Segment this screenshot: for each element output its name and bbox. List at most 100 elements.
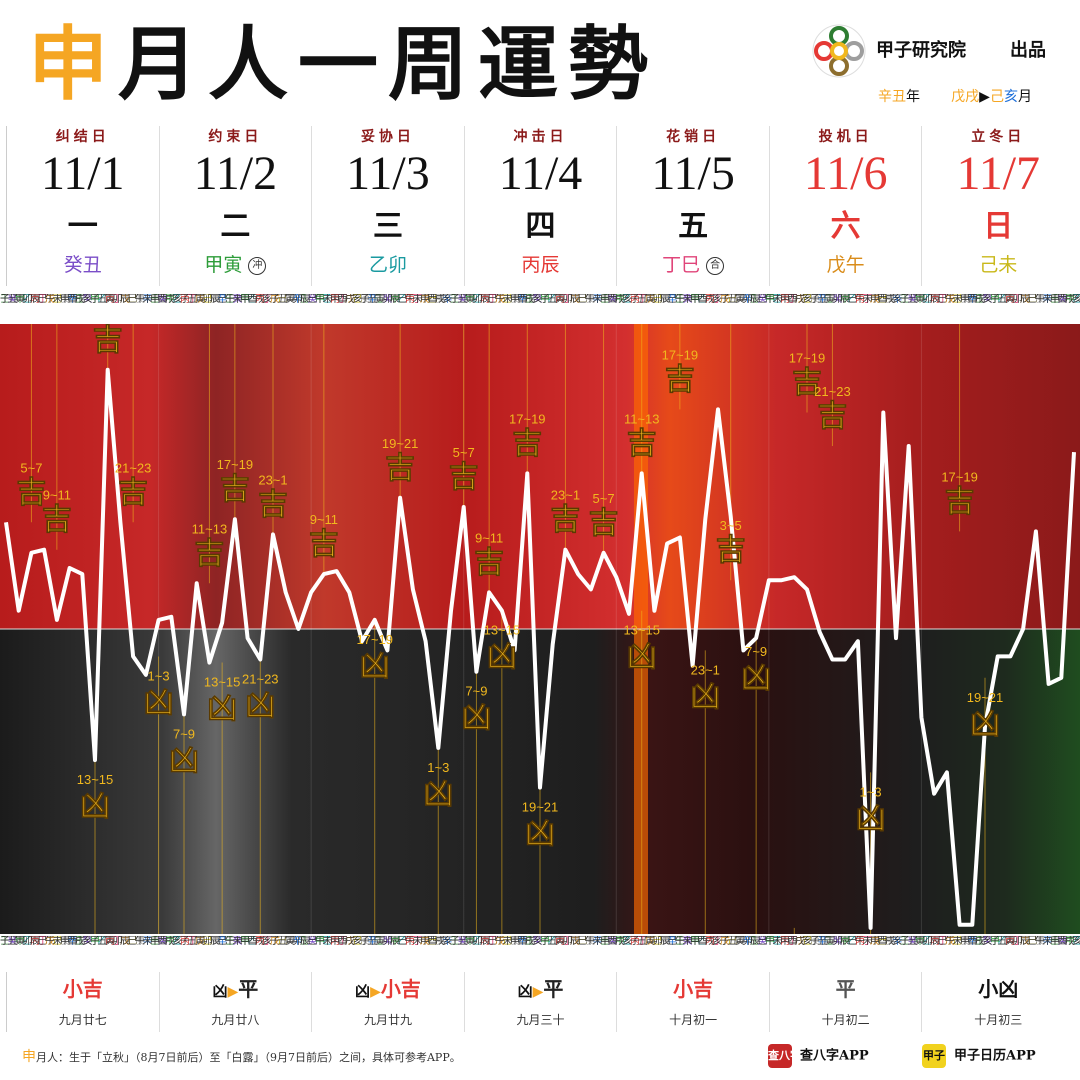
hour-label: 11~13 <box>192 521 228 536</box>
lunar-date: 九月三十 <box>516 1013 565 1027</box>
fortune-label: 吉 <box>449 460 479 495</box>
lunar-date: 十月初二 <box>821 1013 870 1027</box>
footer-text: 月人：生于「立秋」（8月7日前后）至「白露」（9月7日前后）之间，具体可参考AP… <box>36 1051 461 1064</box>
hour-label: 5~7 <box>453 445 475 460</box>
lunar-date: 九月廿八 <box>211 1013 260 1027</box>
day-event: 冲击日 <box>513 129 568 145</box>
fortune-label: 吉 <box>792 365 822 400</box>
fortune-label: 吉 <box>512 426 542 461</box>
fortune-label: 吉 <box>716 533 746 568</box>
day-column: 冲击日 11/4 四丙辰 <box>463 126 617 286</box>
summary-cell: 凶▶小吉 九月廿九 <box>311 972 464 1032</box>
month-from: 戊戌 <box>951 89 980 105</box>
day-date: 11/6 <box>803 147 888 200</box>
day-date: 11/1 <box>41 147 125 200</box>
logo-icon <box>812 24 866 78</box>
hour-label: 17~19 <box>662 347 699 362</box>
title-branch: 申 <box>28 17 118 111</box>
day-ganzhi: 乙卯 <box>368 254 407 276</box>
summary-fortune: 小吉 <box>62 977 103 1001</box>
hour-label: 19~21 <box>382 436 419 451</box>
summary-cell: 凶▶平九月廿八 <box>158 972 312 1032</box>
hour-label: 21~23 <box>115 460 152 475</box>
day-event: 纠结日 <box>55 129 110 145</box>
hour-label: 17~19 <box>789 350 826 365</box>
hour-label: 7~9 <box>745 644 767 659</box>
fortune-label: 吉 <box>550 503 580 538</box>
fortune-label: 吉 <box>16 475 46 510</box>
hour-label: 5~7 <box>20 460 42 475</box>
day-weekday: 四 <box>525 209 556 244</box>
page-title: 申月人一周運勢 <box>28 14 658 114</box>
day-weekday: 日 <box>983 209 1014 244</box>
daily-summary: 小吉 九月廿七 凶▶平 九月廿八 凶▶小吉 九月廿九 凶▶平 九月三十 小吉 十月初一平十月初二小… <box>6 972 1074 1032</box>
fortune-label: 凶 <box>144 685 174 720</box>
hour-label: 1~3 <box>148 668 170 683</box>
hour-label: 7~9 <box>465 684 487 699</box>
summary-cell: 平十月初二 <box>768 972 922 1032</box>
hour-label: 5~7 <box>593 491 615 506</box>
hour-label: 21~23 <box>242 672 279 687</box>
summary-cell: 小吉 十月初一 <box>616 972 769 1032</box>
year-month-ganzhi: 辛丑年 戊戌▶己亥月 <box>878 86 1032 106</box>
day-event: 投机日 <box>818 129 873 145</box>
app2-label: 甲子日历APP <box>954 1048 1036 1064</box>
lunar-date: 十月初一 <box>669 1013 718 1027</box>
month-suffix: 月 <box>1017 89 1032 105</box>
summary-cell: 小吉 九月廿七 <box>6 972 159 1032</box>
day-weekday: 六 <box>830 209 861 244</box>
fortune-label: 吉 <box>93 324 123 358</box>
footer-note: 申月人：生于「立秋」（8月7日前后）至「白露」（9月7日前后）之间，具体可参考A… <box>22 1046 461 1066</box>
fortune-label: 凶 <box>856 801 886 836</box>
arrow-icon: ▶ <box>979 89 990 105</box>
ganzhi-ruler-top: 壬子癸丑甲寅乙卯丙辰丁巳戊午己未庚申辛酉壬戌癸亥甲子乙丑丙寅丁卯戊辰己巳庚午辛未… <box>0 294 1080 320</box>
year-suffix: 年 <box>906 89 920 105</box>
hour-label: 1~3 <box>427 760 449 775</box>
hour-label: 3~5 <box>720 518 742 533</box>
day-column: 投机日 11/6 六戊午 <box>768 126 922 286</box>
day-weekday: 三 <box>372 209 403 244</box>
hour-label: 9~11 <box>310 512 338 527</box>
lunar-date: 十月初三 <box>974 1013 1023 1027</box>
hour-label: 19~21 <box>967 690 1004 705</box>
day-event: 立冬日 <box>971 129 1026 145</box>
day-weekday: 二 <box>220 209 251 244</box>
lunar-date: 九月廿七 <box>58 1013 107 1027</box>
hour-label: 1~3 <box>860 784 882 799</box>
hour-label: 13~15 <box>484 623 521 638</box>
fortune-label: 凶 <box>525 817 555 852</box>
fortune-label: 凶 <box>627 640 657 675</box>
hour-label: 23~1 <box>258 472 287 487</box>
summary-fortune: 凶▶平 <box>517 977 564 1001</box>
day-event: 妥协日 <box>360 129 415 145</box>
day-date: 11/7 <box>956 147 1041 200</box>
fortune-label: 吉 <box>118 475 148 510</box>
ganzhi-ruler-bottom: 壬子癸丑甲寅乙卯丙辰丁巳戊午己未庚申辛酉壬戌癸亥甲子乙丑丙寅丁卯戊辰己巳庚午辛未… <box>0 936 1080 962</box>
summary-fortune: 凶▶平 <box>212 977 259 1001</box>
day-ganzhi: 癸丑 <box>63 254 102 276</box>
app-link-bazi[interactable]: 查八字查八字APP <box>768 1044 869 1068</box>
summary-cell: 凶▶平九月三十 <box>463 972 617 1032</box>
hour-label: 11~13 <box>624 411 660 426</box>
day-ganzhi: 丁巳合 <box>617 252 769 278</box>
hour-label: 9~11 <box>475 530 503 545</box>
day-column: 妥协日 11/3 三乙卯 <box>311 126 464 286</box>
fortune-label: 吉 <box>258 487 288 522</box>
year-ganzhi: 辛丑 <box>878 89 906 105</box>
day-column: 花销日 11/5 五丁巳合 <box>616 126 769 286</box>
hour-label: 17~19 <box>217 457 254 472</box>
bazi-app-icon: 查八字 <box>768 1044 801 1068</box>
hour-label: 23~1 <box>551 488 580 503</box>
hour-label: 17~19 <box>941 469 978 484</box>
fortune-label: 凶 <box>970 707 1000 742</box>
fortune-label: 凶 <box>245 689 275 724</box>
hour-label: 21~23 <box>814 384 851 399</box>
chart-bg-upper <box>0 324 1080 629</box>
calendar-app-icon: 甲子 <box>922 1044 946 1068</box>
app-link-calendar[interactable]: 甲子 甲子日历APP <box>922 1044 1036 1068</box>
day-column: 立冬日 11/7 日己未 <box>921 126 1074 286</box>
day-date: 11/5 <box>651 147 735 200</box>
fortune-label: 凶 <box>169 743 199 778</box>
day-ganzhi: 甲寅冲 <box>160 252 312 278</box>
day-event: 约束日 <box>208 129 263 145</box>
